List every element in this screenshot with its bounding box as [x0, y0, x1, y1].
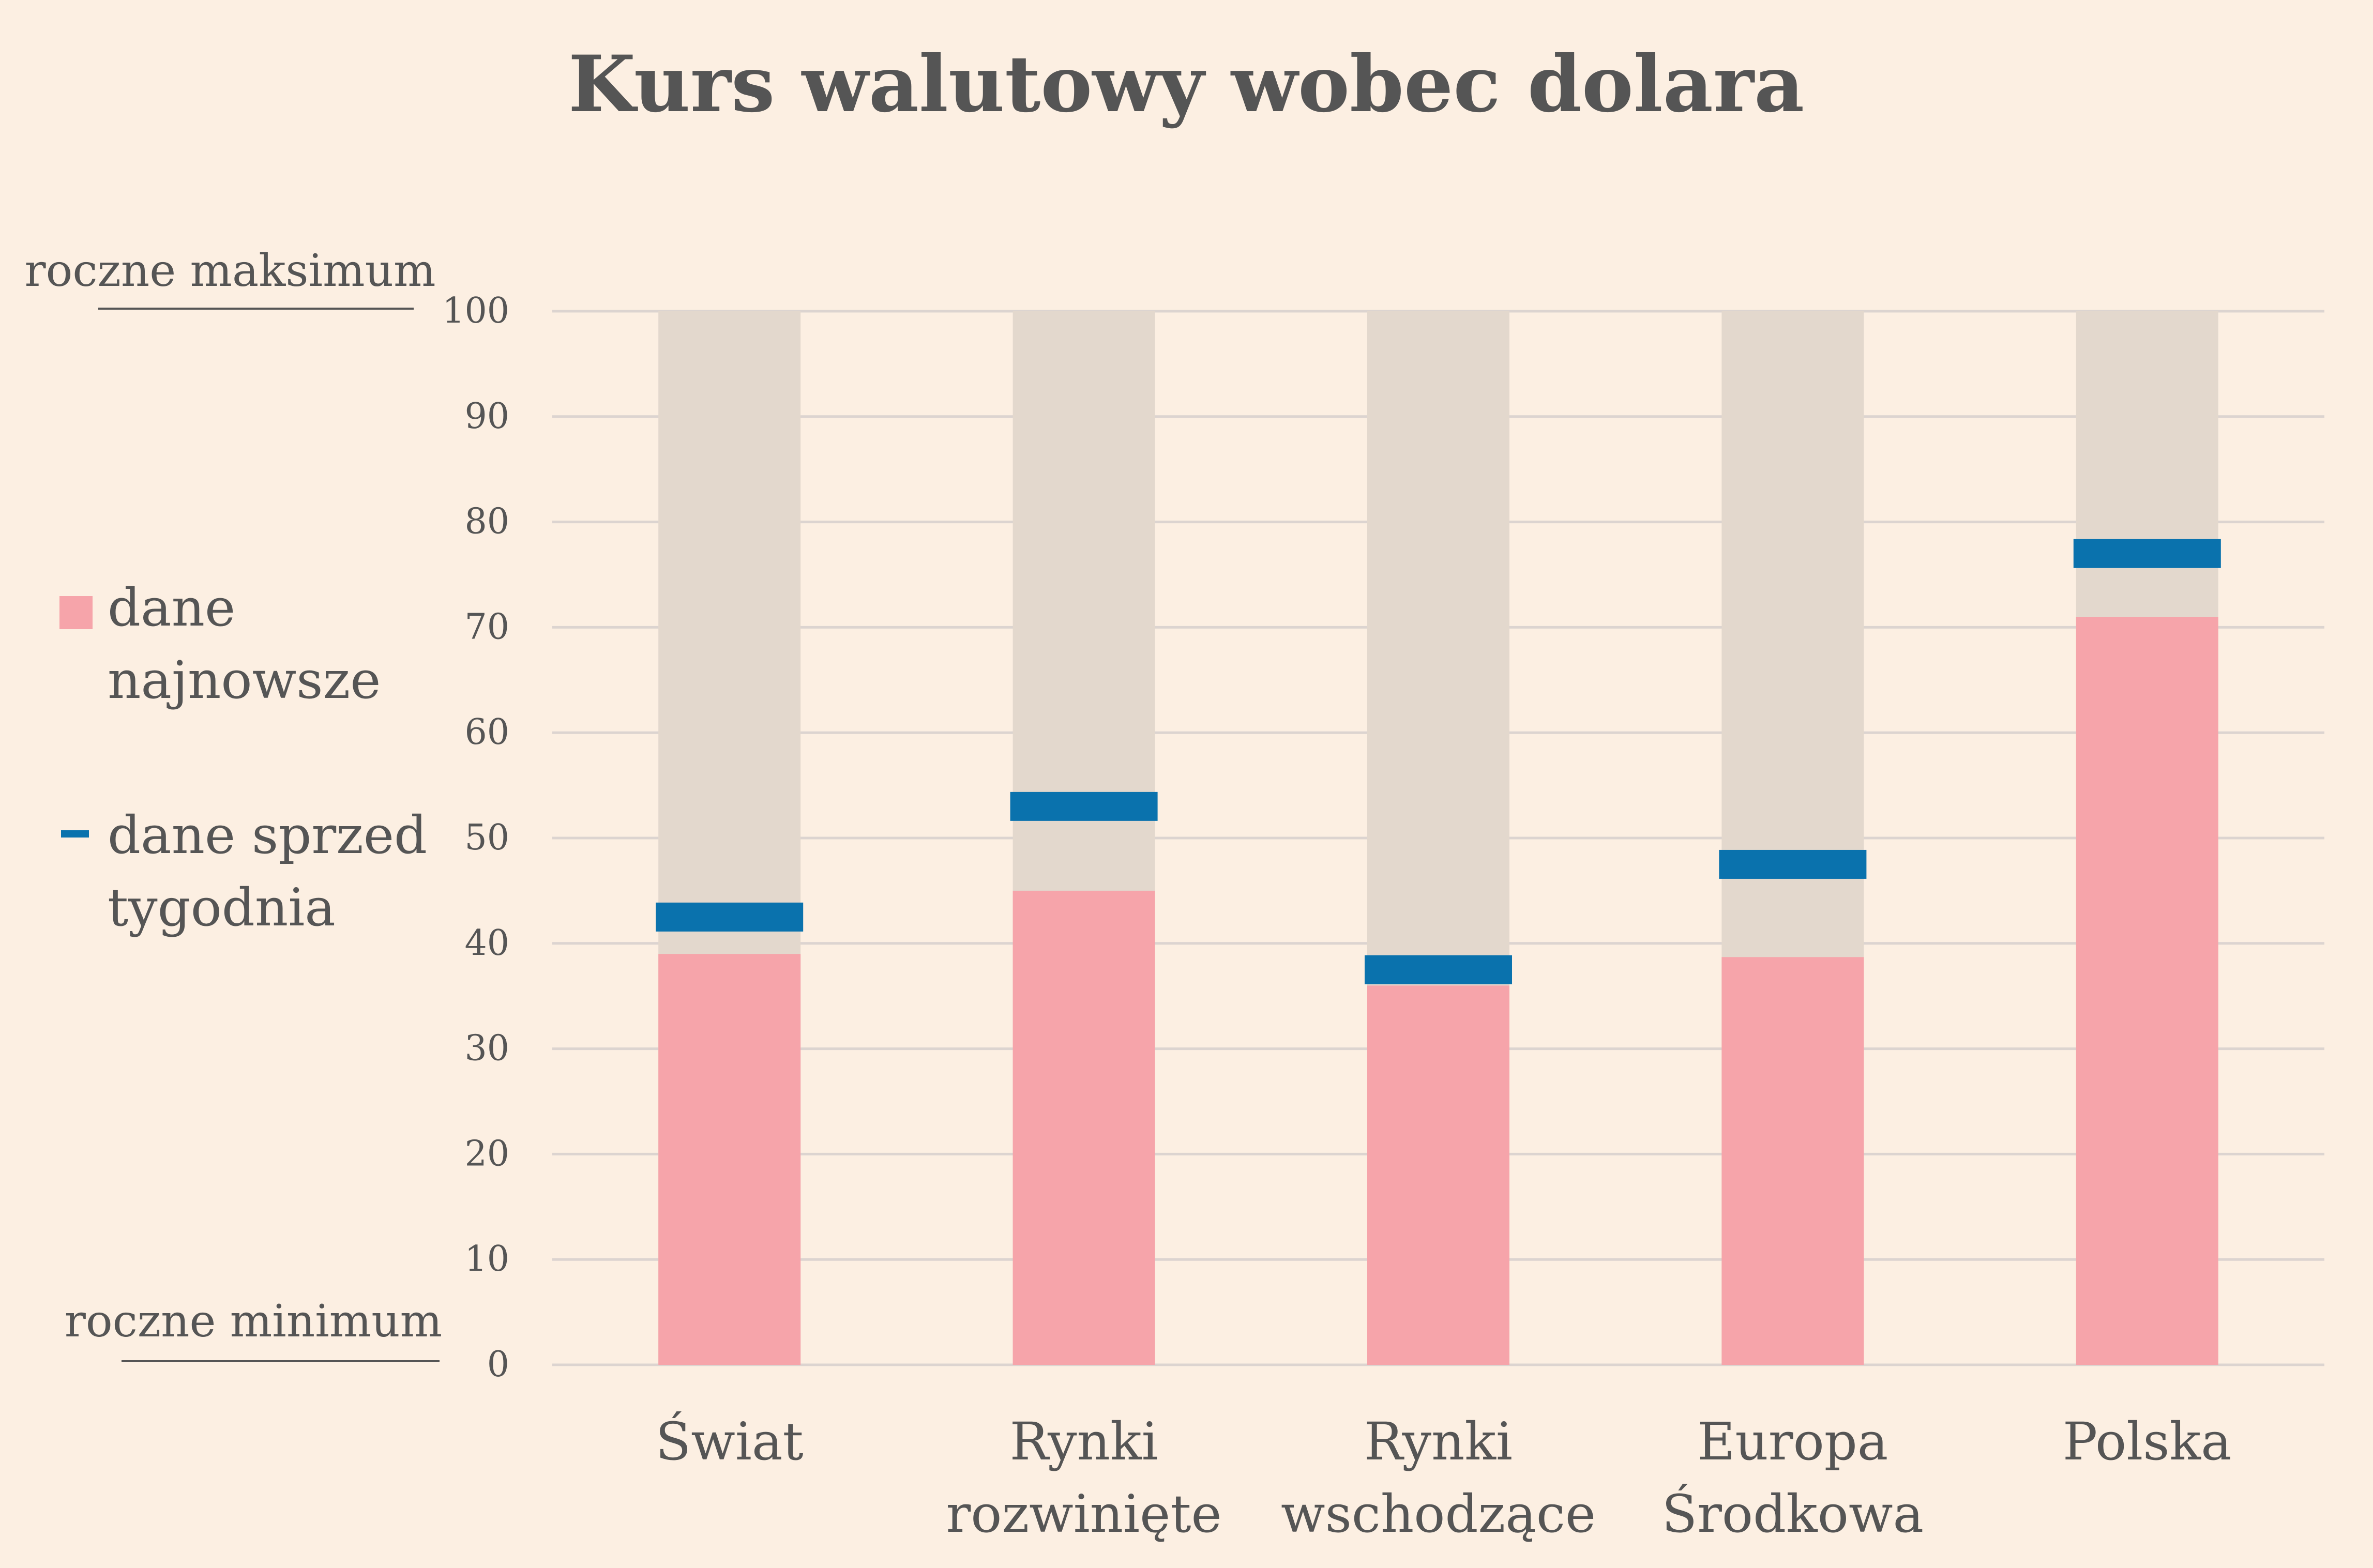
x-label-2-line-0: Rynki: [1364, 1411, 1513, 1472]
marker-week-ago-0: [656, 902, 804, 932]
bar-latest-3: [1721, 957, 1864, 1365]
bar-latest-0: [658, 954, 801, 1365]
chart-title: Kurs walutowy wobec dolara: [568, 39, 1804, 130]
y-tick-label-80: 80: [464, 501, 509, 542]
y-tick-label-30: 30: [464, 1028, 509, 1069]
x-label-3-line-0: Europa: [1697, 1411, 1888, 1472]
y-tick-label-20: 20: [464, 1133, 509, 1174]
marker-week-ago-1: [1010, 791, 1158, 821]
y-tick-label-70: 70: [464, 606, 509, 647]
x-label-2: Rynki wschodzące: [1281, 1411, 1596, 1544]
legend-label-week-ago: dane sprzed tygodnia: [108, 805, 444, 938]
legend-label-latest-line1: dane: [108, 577, 235, 638]
y-tick-label-90: 90: [464, 396, 509, 437]
x-label-1: Rynki rozwinięte: [946, 1411, 1221, 1544]
x-axis-category-labels: Świat Rynki rozwinięte Rynki wschodzące Europ…: [656, 1411, 2232, 1544]
x-label-2-line-1: wschodzące: [1281, 1484, 1596, 1544]
bar-latest-4: [2076, 617, 2218, 1365]
legend-swatch-latest: [59, 596, 93, 629]
max-annotation: roczne maksimum: [24, 245, 436, 310]
y-tick-label-0: 0: [487, 1344, 509, 1385]
min-annotation: roczne minimum: [65, 1296, 442, 1362]
y-tick-label-100: 100: [442, 291, 509, 331]
bar-latest-2: [1367, 985, 1509, 1365]
y-tick-label-50: 50: [464, 817, 509, 858]
x-label-1-line-0: Rynki: [1010, 1411, 1158, 1472]
x-label-3-line-1: Środkowa: [1662, 1484, 1924, 1544]
x-label-1-line-1: rozwinięte: [946, 1484, 1221, 1544]
legend-label-latest-line2: najnowsze: [108, 650, 381, 710]
x-label-0-line-0: Świat: [656, 1411, 804, 1472]
legend-label-latest: dane najnowsze: [108, 577, 381, 710]
marker-week-ago-3: [1719, 849, 1867, 879]
legend: dane najnowsze dane sprzed tygodnia: [59, 577, 444, 938]
week-ago-markers: [656, 539, 2221, 984]
marker-week-ago-2: [1365, 955, 1512, 984]
x-label-0: Świat: [656, 1411, 804, 1472]
marker-week-ago-4: [2073, 539, 2221, 568]
max-label: roczne maksimum: [24, 245, 435, 297]
x-label-3: Europa Środkowa: [1662, 1411, 1924, 1544]
legend-label-week-ago-line2: tygodnia: [108, 877, 336, 938]
legend-label-week-ago-line1: dane sprzed: [108, 805, 427, 865]
y-tick-label-10: 10: [464, 1239, 509, 1280]
x-label-4-line-0: Polska: [2063, 1411, 2232, 1472]
x-label-4: Polska: [2063, 1411, 2232, 1472]
y-tick-label-40: 40: [464, 923, 509, 964]
y-tick-label-60: 60: [464, 712, 509, 753]
latest-bars: [658, 617, 2218, 1365]
bar-latest-1: [1012, 890, 1155, 1365]
legend-swatch-week-ago: [61, 830, 89, 838]
min-label: roczne minimum: [65, 1296, 442, 1347]
y-axis-tick-labels: 0 10 20 30 40 50 60 70 80 90 100: [442, 291, 509, 1385]
